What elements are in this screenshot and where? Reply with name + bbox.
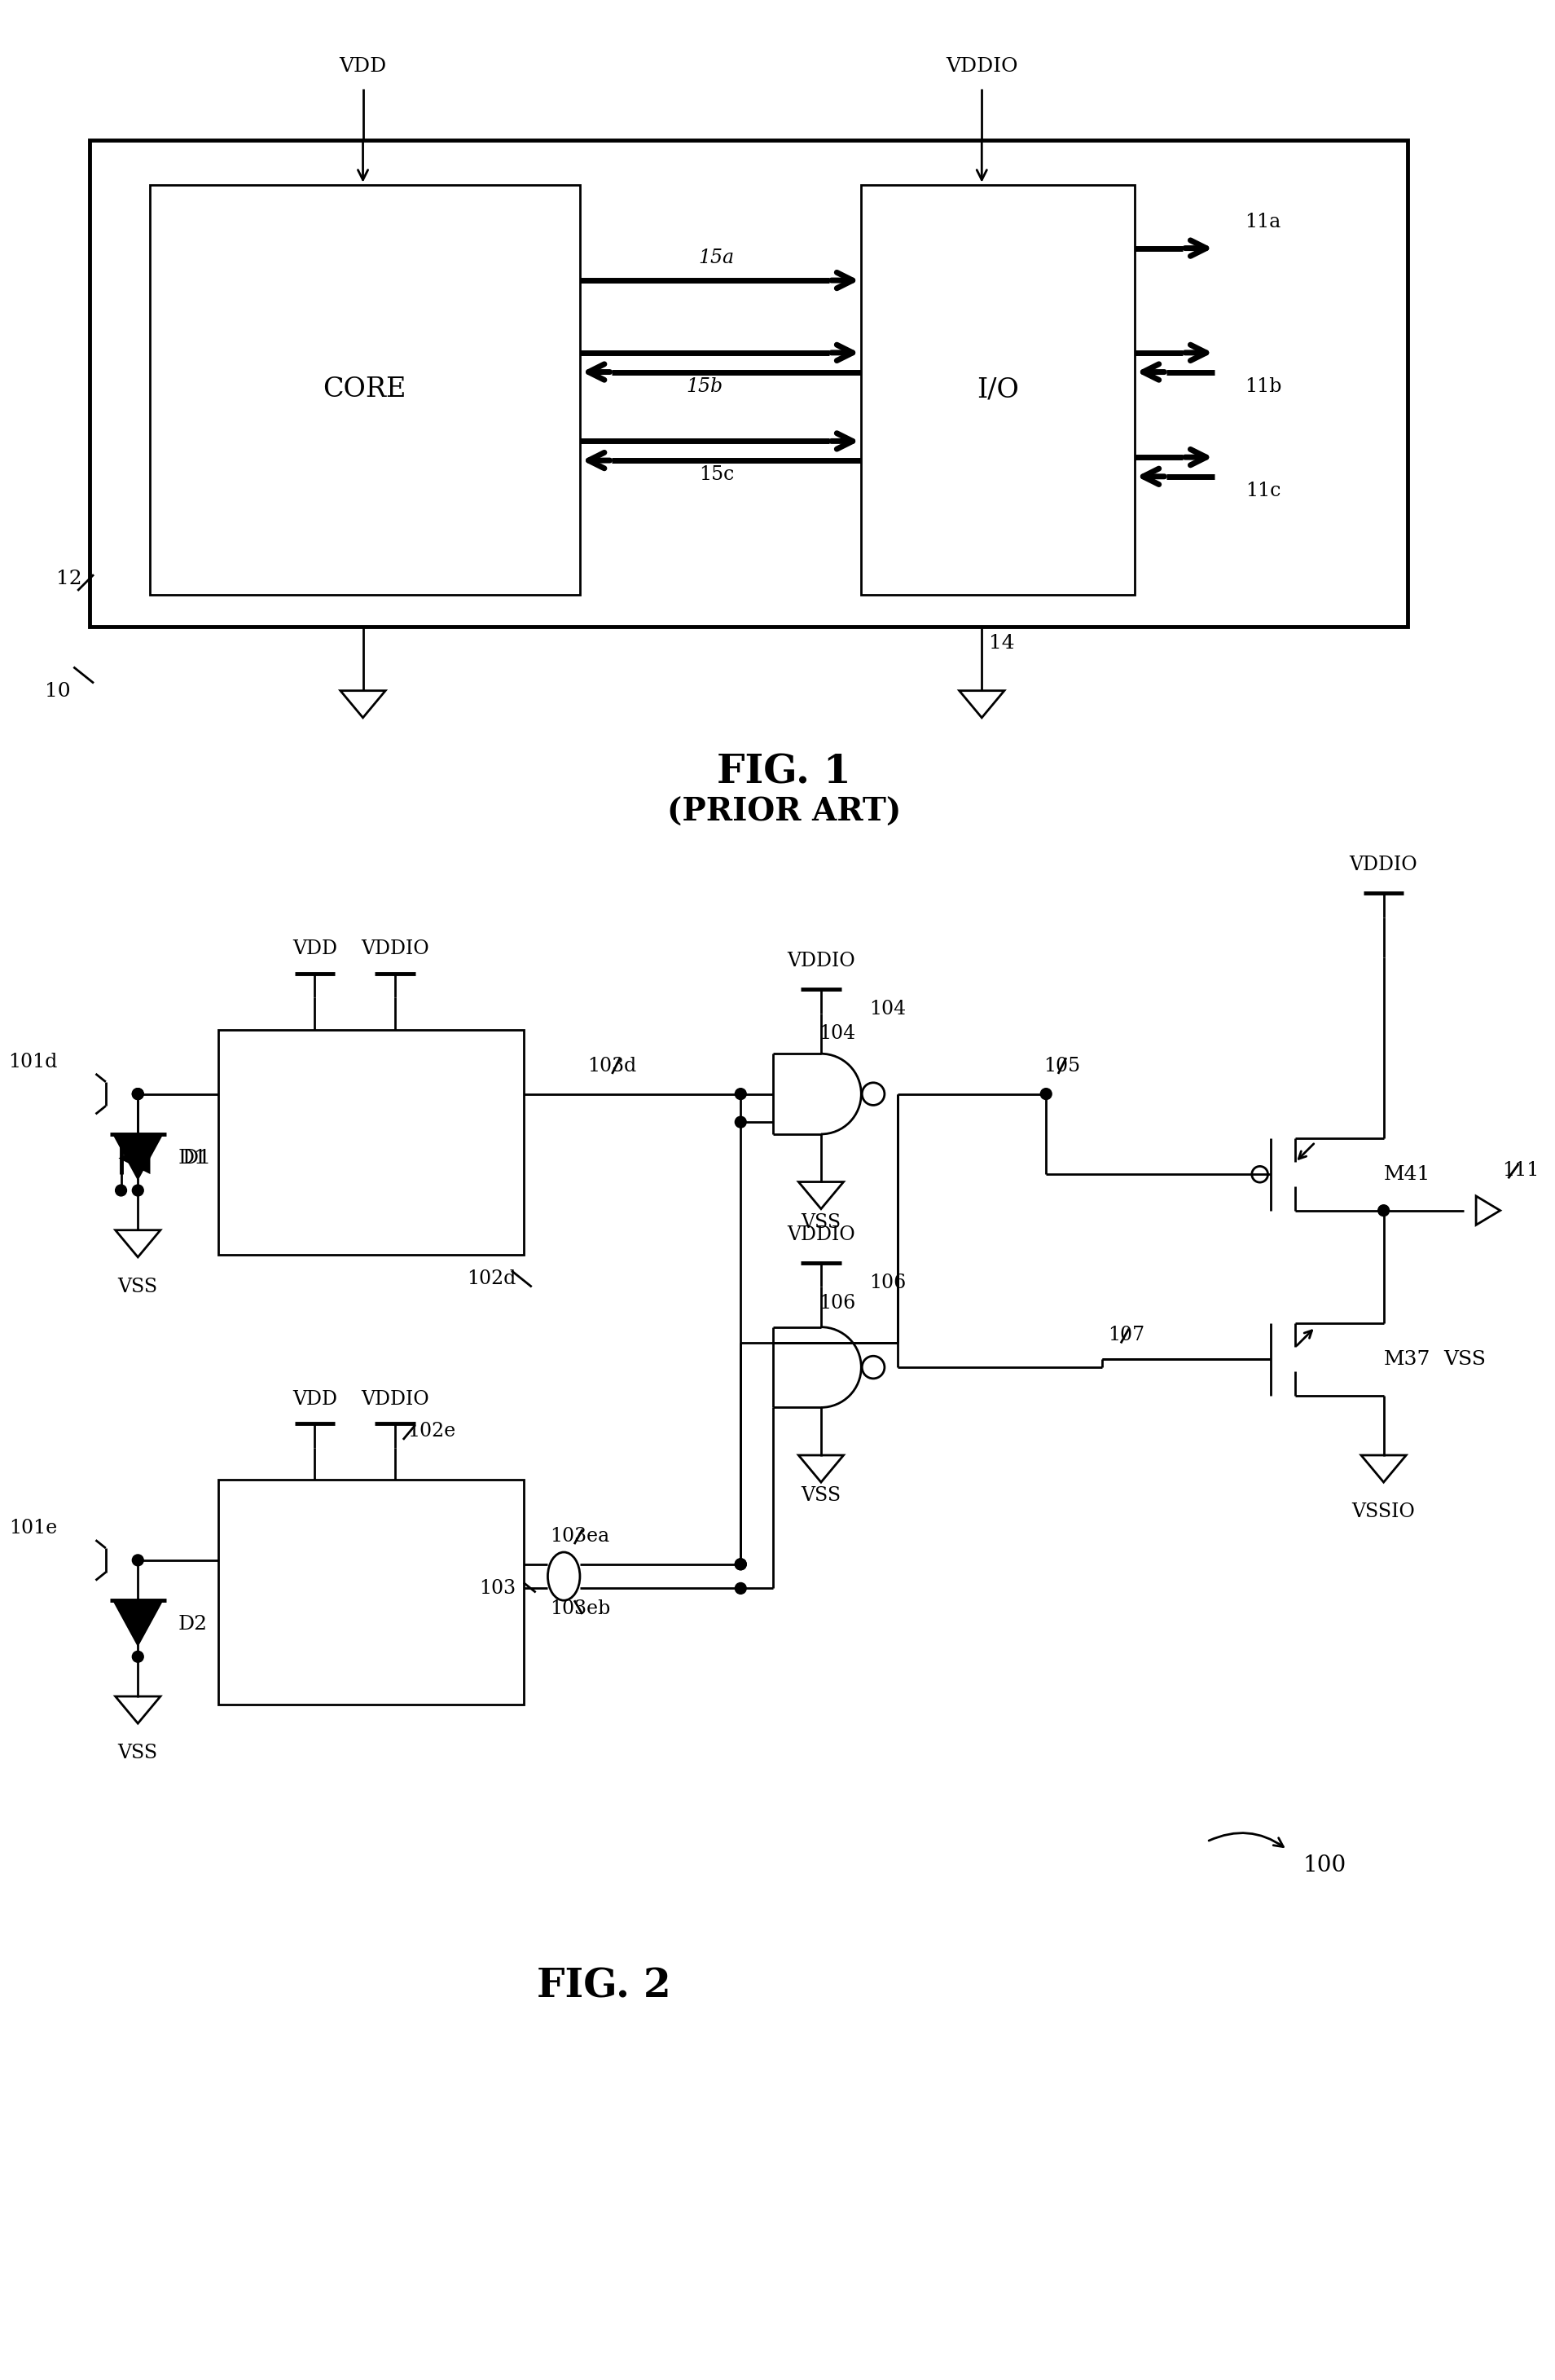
Text: VDDIO: VDDIO (787, 952, 855, 971)
Circle shape (1040, 1088, 1051, 1100)
Text: VDD: VDD (339, 57, 387, 76)
Text: VDD: VDD (292, 940, 337, 959)
Circle shape (736, 1559, 746, 1571)
Text: I/O: I/O (977, 376, 1019, 402)
Text: 104: 104 (818, 1023, 855, 1042)
Text: VSS: VSS (118, 1278, 159, 1297)
Text: VSSIO: VSSIO (1351, 1502, 1415, 1521)
Text: 14: 14 (989, 633, 1015, 652)
Text: D2: D2 (179, 1616, 207, 1635)
Polygon shape (114, 1599, 162, 1645)
Text: VDDIO: VDDIO (945, 57, 1019, 76)
Text: CORE: CORE (323, 376, 406, 402)
Text: FIG. 1: FIG. 1 (717, 752, 851, 793)
Text: VDDIO: VDDIO (787, 1226, 855, 1245)
Text: 11a: 11a (1246, 212, 1281, 231)
Circle shape (736, 1116, 746, 1128)
Circle shape (132, 1088, 143, 1100)
Text: VDD: VDD (292, 1390, 337, 1409)
Text: 12: 12 (56, 569, 81, 588)
Text: 11b: 11b (1244, 376, 1281, 395)
Text: VSS: VSS (801, 1488, 841, 1504)
Text: 11c: 11c (1246, 481, 1281, 500)
Text: 103: 103 (479, 1578, 516, 1597)
Circle shape (736, 1088, 746, 1100)
Bar (90, 140, 1407, 626)
Text: 15c: 15c (698, 466, 734, 483)
Circle shape (132, 1185, 143, 1197)
Text: 103eb: 103eb (549, 1599, 610, 1618)
Text: 103ea: 103ea (550, 1526, 610, 1545)
Text: 111: 111 (1502, 1161, 1539, 1180)
Text: 103d: 103d (588, 1057, 636, 1076)
Polygon shape (121, 1145, 149, 1173)
Text: 101d: 101d (8, 1052, 58, 1071)
Text: 106: 106 (869, 1273, 907, 1292)
Text: VSS: VSS (801, 1214, 841, 1233)
Bar (861, 186, 1135, 595)
Text: M41: M41 (1384, 1164, 1431, 1183)
Text: 102e: 102e (407, 1423, 456, 1440)
Text: FIG. 2: FIG. 2 (536, 1968, 672, 2006)
Text: VDDIO: VDDIO (1350, 854, 1418, 873)
Text: 100: 100 (1303, 1854, 1347, 1878)
Text: VDDIO: VDDIO (361, 940, 429, 959)
Text: (PRIOR ART): (PRIOR ART) (667, 797, 900, 828)
Circle shape (1378, 1204, 1389, 1216)
Text: D1: D1 (179, 1150, 207, 1169)
Circle shape (132, 1554, 143, 1566)
Bar (218, 1031, 524, 1254)
Text: 102d: 102d (466, 1269, 516, 1288)
Circle shape (132, 1088, 143, 1100)
Text: 105: 105 (1043, 1057, 1081, 1076)
Text: 15b: 15b (686, 376, 723, 395)
Circle shape (736, 1559, 746, 1571)
Circle shape (115, 1185, 126, 1197)
Text: VSS: VSS (118, 1745, 159, 1764)
Circle shape (736, 1583, 746, 1595)
Bar (149, 186, 580, 595)
Text: VSS: VSS (1445, 1349, 1487, 1368)
Text: 107: 107 (1109, 1326, 1144, 1345)
Text: 104: 104 (869, 1000, 907, 1019)
Text: 15a: 15a (698, 248, 734, 267)
Text: M37: M37 (1384, 1349, 1431, 1368)
Text: 10: 10 (45, 681, 70, 700)
Text: VDDIO: VDDIO (361, 1390, 429, 1409)
Text: 106: 106 (818, 1295, 855, 1311)
Text: 101e: 101e (9, 1518, 58, 1537)
Text: D1: D1 (182, 1150, 211, 1169)
Circle shape (132, 1652, 143, 1661)
Bar (218, 1480, 524, 1704)
Polygon shape (114, 1135, 162, 1178)
